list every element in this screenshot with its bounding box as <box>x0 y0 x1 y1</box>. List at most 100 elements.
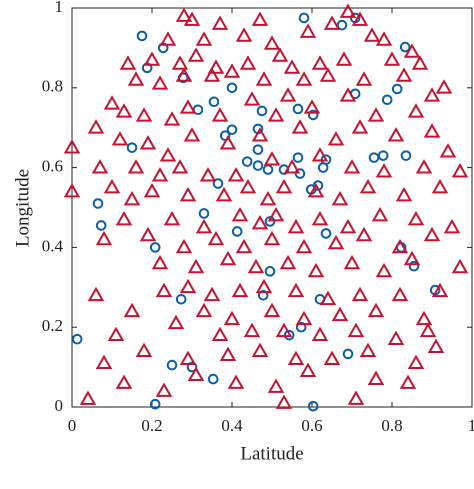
x-tick-label: 0.4 <box>221 416 243 435</box>
triangle-point <box>391 286 409 302</box>
triangle-point <box>279 87 297 102</box>
triangle-point <box>267 206 285 222</box>
plot-frame <box>71 7 473 408</box>
triangle-point <box>79 390 97 405</box>
triangle-point <box>211 15 229 30</box>
circle-point <box>342 348 354 360</box>
triangle-point <box>279 254 297 270</box>
triangle-point <box>155 382 173 397</box>
circle-point <box>295 321 307 333</box>
triangle-point <box>291 119 309 134</box>
circle-point <box>377 150 389 161</box>
triangle-point <box>267 107 285 122</box>
triangle-point <box>195 218 213 234</box>
circle-point <box>252 144 264 155</box>
triangle-point <box>347 322 365 338</box>
triangle-point <box>159 31 177 46</box>
triangle-point <box>395 67 413 82</box>
triangle-point <box>115 103 133 118</box>
triangle-point <box>251 11 269 26</box>
triangle-point <box>367 302 385 318</box>
triangle-point <box>175 67 193 82</box>
circle-point <box>126 142 138 153</box>
triangle-point <box>311 147 329 162</box>
triangle-point <box>375 31 393 46</box>
triangle-point <box>211 326 229 342</box>
triangle-point <box>435 79 453 94</box>
y-tick-label: 0.2 <box>42 316 63 335</box>
triangle-point <box>107 326 125 342</box>
circle-point <box>231 226 243 237</box>
triangle-point <box>319 67 337 82</box>
triangle-point <box>215 187 233 202</box>
triangle-point <box>275 394 293 409</box>
triangle-point <box>263 151 281 166</box>
triangle-point <box>179 350 197 365</box>
triangle-point <box>187 366 205 381</box>
y-tick-label: 0.8 <box>42 77 63 96</box>
triangle-point <box>63 183 81 198</box>
circle-point <box>208 96 220 108</box>
triangle-point <box>63 139 81 154</box>
triangle-point <box>203 286 221 302</box>
triangle-point <box>179 99 197 114</box>
circle-point <box>320 228 332 239</box>
triangle-point <box>303 99 321 114</box>
triangle-point <box>355 226 373 242</box>
circle-point <box>149 398 161 410</box>
triangle-point <box>171 55 189 70</box>
triangle-point <box>275 322 293 338</box>
triangle-point <box>287 282 305 298</box>
triangle-point <box>227 167 245 182</box>
y-tick-label: 0.6 <box>42 157 63 176</box>
triangle-point <box>263 230 281 246</box>
triangle-point <box>323 350 341 365</box>
triangle-point <box>163 210 181 226</box>
triangle-point <box>351 11 369 26</box>
triangle-point <box>271 47 289 62</box>
triangle-point <box>123 191 141 206</box>
circle-point <box>292 152 304 163</box>
triangle-point <box>239 179 257 194</box>
triangle-point <box>111 131 129 146</box>
triangle-point <box>443 218 461 234</box>
circle-point <box>294 168 306 179</box>
triangle-point <box>247 258 265 274</box>
triangle-point <box>403 250 421 266</box>
triangle-point <box>179 278 197 294</box>
circle-point <box>368 152 380 163</box>
triangle-point <box>119 55 137 70</box>
triangle-point <box>287 350 305 365</box>
triangle-point <box>139 135 157 150</box>
triangle-point <box>387 330 405 346</box>
circle-point <box>212 178 224 189</box>
circle-point <box>257 289 269 301</box>
triangle-point <box>359 342 377 358</box>
triangle-point <box>451 258 469 274</box>
triangle-point <box>423 226 441 242</box>
triangle-point <box>431 282 449 298</box>
triangle-point <box>255 71 273 86</box>
triangle-point <box>323 15 341 30</box>
triangle-point <box>235 27 253 42</box>
triangle-point <box>115 374 133 389</box>
circle-point <box>166 359 178 371</box>
triangle-point <box>295 310 313 326</box>
triangle-point <box>223 63 241 78</box>
triangle-point <box>255 278 273 294</box>
triangle-point <box>207 59 225 74</box>
triangle-point <box>259 191 277 206</box>
triangle-point <box>219 250 237 266</box>
triangle-point <box>171 159 189 174</box>
triangle-point <box>343 254 361 270</box>
triangle-point <box>195 31 213 46</box>
triangle-point <box>219 346 237 362</box>
triangle-point <box>367 107 385 122</box>
circle-point <box>219 130 231 141</box>
x-axis-label: Latitude <box>240 443 303 464</box>
triangle-point <box>91 159 109 174</box>
triangle-point <box>307 183 325 198</box>
triangle-point <box>103 179 121 194</box>
circle-point <box>71 333 83 345</box>
circle-point <box>307 109 319 121</box>
